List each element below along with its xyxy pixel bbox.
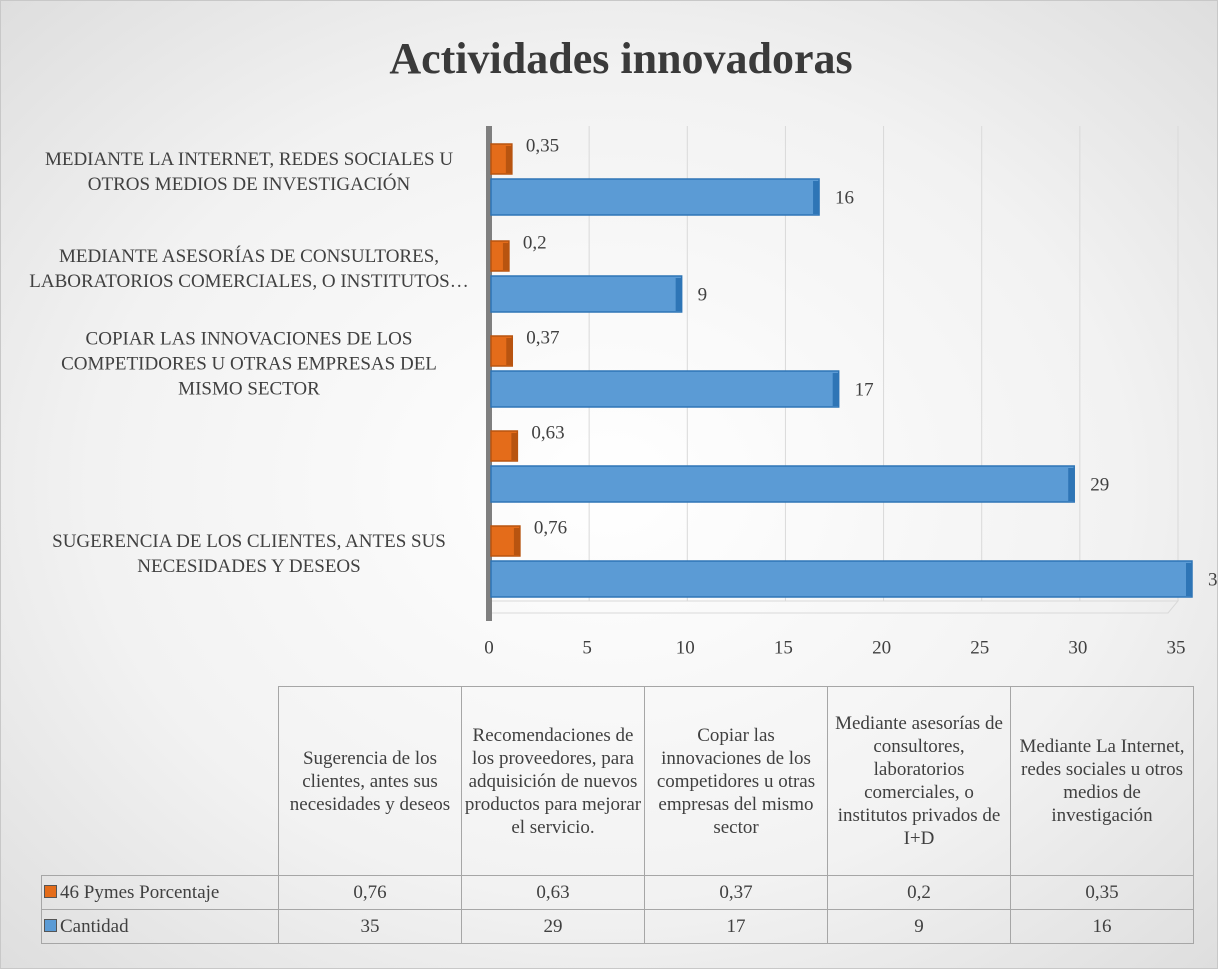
x-tick-label: 15 (774, 637, 793, 658)
bar-side (511, 433, 518, 460)
x-tick-label: 25 (970, 637, 989, 658)
legend-label: Cantidad (60, 916, 129, 937)
data-label: 9 (698, 284, 708, 305)
x-tick-label: 10 (676, 637, 695, 658)
category-label: SUGERENCIA DE LOS CLIENTES, ANTES SUS NE… (52, 531, 446, 577)
data-label: 29 (1090, 474, 1109, 495)
bar-side (502, 243, 509, 270)
bar-side (832, 373, 839, 406)
table-cell: 35 (278, 909, 462, 944)
table-header: Mediante asesorías de consultores, labor… (827, 686, 1011, 876)
bar-side (813, 181, 820, 214)
data-label: 35 (1208, 569, 1217, 590)
table-cell: 0,37 (644, 875, 828, 910)
table-header: Mediante La Internet, redes sociales u o… (1010, 686, 1194, 876)
table-cell: 0,63 (461, 875, 645, 910)
data-label: 16 (835, 187, 854, 208)
bar (490, 178, 820, 216)
table-corner (42, 687, 279, 876)
table-cell: 16 (1010, 909, 1194, 944)
table-cell: 0,2 (827, 875, 1011, 910)
legend-swatch (44, 885, 57, 898)
data-label: 0,63 (531, 422, 564, 443)
table-header: Copiar las innovaciones de los competido… (644, 686, 828, 876)
x-tick-label: 20 (872, 637, 891, 658)
back-wall (486, 126, 492, 621)
legend-entry: 46 Pymes Porcentaje (41, 875, 279, 910)
floor (486, 600, 1180, 614)
table-row: 46 Pymes Porcentaje 0,76 0,63 0,37 0,2 0,35 (41, 875, 1194, 910)
bar (490, 560, 1193, 598)
data-label: 0,76 (534, 517, 567, 538)
bar-side (506, 338, 513, 365)
bar (490, 370, 840, 408)
table-cell: 9 (827, 909, 1011, 944)
bar-side (505, 146, 512, 173)
category-label: COPIAR LAS INNOVACIONES DE LOS COMPETIDO… (61, 328, 437, 400)
data-label: 17 (855, 379, 874, 400)
table-header-row: Sugerencia de los clientes, antes sus ne… (42, 686, 1194, 876)
data-label: 0,35 (526, 135, 559, 156)
bar-side (675, 278, 682, 311)
bar (490, 275, 683, 313)
legend-swatch (44, 919, 57, 932)
data-label: 0,2 (523, 232, 547, 253)
category-label: MEDIANTE LA INTERNET, REDES SOCIALES U O… (44, 149, 454, 195)
x-tick-label: 35 (1167, 637, 1186, 658)
legend-entry: Cantidad (41, 909, 279, 944)
table-header: Recomendaciones de los proveedores, para… (461, 686, 645, 876)
x-tick-label: 5 (582, 637, 592, 658)
table-cell: 0,35 (1010, 875, 1194, 910)
legend-label: 46 Pymes Porcentaje (60, 882, 220, 903)
x-tick-label: 0 (484, 637, 494, 658)
table-row: Cantidad 35 29 17 9 16 (41, 909, 1194, 944)
table-cell: 29 (461, 909, 645, 944)
table-cell: 17 (644, 909, 828, 944)
bar-side (1186, 563, 1192, 596)
bar-side (513, 528, 520, 555)
bar (490, 465, 1075, 503)
data-table: Sugerencia de los clientes, antes sus ne… (41, 686, 1194, 944)
table-header: Sugerencia de los clientes, antes sus ne… (278, 686, 462, 876)
chart-title: Actividades innovadoras (389, 34, 852, 83)
x-tick-label: 30 (1068, 637, 1087, 658)
data-label: 0,37 (526, 327, 559, 348)
category-label: MEDIANTE ASESORÍAS DE CONSULTORES, LABOR… (29, 246, 469, 292)
plot: Actividades innovadoras 0 5 10 15 20 25 30 35 0,… (389, 34, 1217, 658)
bar-side (1068, 468, 1075, 501)
table-cell: 0,76 (278, 875, 462, 910)
